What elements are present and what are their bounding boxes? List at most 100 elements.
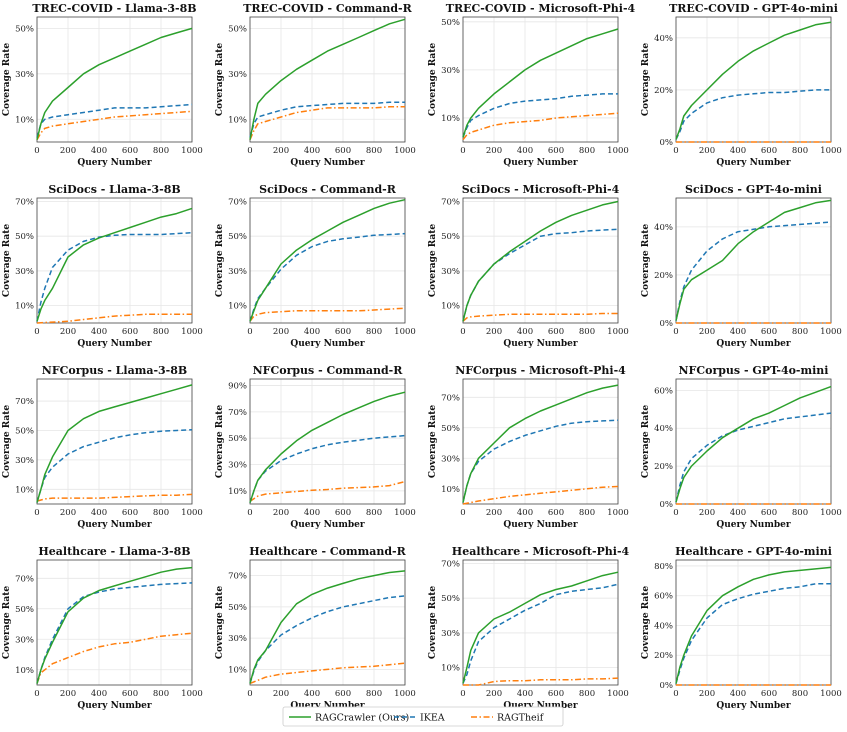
plot-frame [675,16,832,143]
y-tick-label: 10% [15,302,34,312]
x-tick-label: 400 [304,689,320,699]
y-axis-label: Coverage Rate [641,586,651,660]
subplot-14: Healthcare - Microsoft-Phi-4 0 200 400 600 80… [428,545,630,711]
y-tick-label: 10% [441,485,460,495]
x-tick-label: 400 [730,327,746,337]
series-line-ikea [462,419,619,503]
series-line-ragtheif [249,662,406,685]
subplot-11: NFCorpus - GPT-4o-mini 0 200 400 600 800 1000 0… [641,364,842,530]
plot-frame [249,559,406,686]
y-tick-label: 10% [228,115,247,125]
x-tick-label: 800 [366,327,382,337]
x-tick-label: 1000 [607,508,629,518]
x-axis-label: Query Number [77,339,152,349]
y-tick-label: 30% [15,267,34,277]
x-tick-label: 0 [247,327,252,337]
series-line-ragtheif [36,110,193,141]
y-tick-label: 50% [15,426,34,436]
plot-frame [249,16,406,143]
series-line-ragtheif [463,677,619,686]
y-axis-label: Coverage Rate [2,224,12,298]
series-line-ikea [249,101,405,138]
x-tick-label: 400 [517,146,533,156]
series-line-ragtheif [249,480,406,503]
x-axis-label: Query Number [716,701,791,711]
y-tick-label: 20% [654,651,673,661]
subplot-title: TREC-COVID - Llama-3-8B [32,2,196,15]
y-tick-label: 50% [228,232,247,242]
y-tick-label: 40% [654,34,673,44]
subplot-title: NFCorpus - Command-R [253,364,404,377]
x-tick-label: 0 [460,146,465,156]
y-tick-label: 50% [228,24,247,34]
y-tick-label: 20% [654,271,673,281]
series-line-ikea [675,221,832,321]
x-axis-label: Query Number [503,339,578,349]
subplot-title: TREC-COVID - GPT-4o-mini [669,2,838,15]
y-tick-label: 60% [654,592,673,602]
subplot-9: NFCorpus - Command-R 0 200 400 600 800 1000 10%… [215,364,416,530]
series-line-ragtheif [36,632,193,684]
plot-frame [36,16,193,143]
x-tick-label: 400 [517,508,533,518]
x-tick-label: 600 [122,508,138,518]
x-tick-label: 800 [579,327,595,337]
subplot-title: TREC-COVID - Microsoft-Phi-4 [446,2,636,15]
subplot-12: Healthcare - Llama-3-8B 0 200 400 600 800 1000… [2,545,203,711]
series-line-ragcrawler-ours [36,384,193,503]
y-axis-label: Coverage Rate [215,43,225,117]
y-axis-label: Coverage Rate [215,224,225,298]
x-tick-label: 200 [699,146,715,156]
subplot-10: NFCorpus - Microsoft-Phi-4 0 200 400 600 800 1… [428,364,629,530]
x-tick-label: 600 [548,689,564,699]
y-tick-label: 50% [15,605,34,615]
series-line-ragcrawler-ours [249,198,406,322]
series-line-ragtheif [36,313,192,324]
plot-frame [462,16,619,143]
series-line-ragtheif [462,485,619,505]
x-tick-label: 200 [273,689,289,699]
x-tick-label: 200 [486,508,502,518]
y-tick-label: 30% [15,70,34,80]
y-tick-label: 10% [441,664,460,674]
subplot-title: NFCorpus - Llama-3-8B [42,364,187,377]
y-axis-label: Coverage Rate [2,586,12,660]
y-axis-label: Coverage Rate [428,224,438,298]
x-tick-label: 800 [153,689,169,699]
plot-frame [462,197,619,324]
series-line-ikea [462,228,619,322]
x-axis-label: Query Number [716,339,791,349]
y-tick-label: 40% [654,424,673,434]
series-line-ragcrawler-ours [462,28,619,138]
y-tick-label: 30% [441,629,460,639]
x-tick-label: 0 [34,508,39,518]
x-tick-label: 0 [460,508,465,518]
series-line-ikea [249,595,406,684]
x-tick-label: 1000 [181,146,203,156]
subplot-title: SciDocs - Command-R [259,183,397,196]
x-tick-label: 200 [699,327,715,337]
y-tick-label: 30% [228,267,247,277]
x-tick-label: 0 [247,689,252,699]
y-tick-label: 10% [15,666,34,676]
y-tick-label: 50% [15,232,34,242]
x-tick-label: 1000 [820,689,842,699]
y-tick-label: 70% [228,572,247,582]
x-tick-label: 1000 [394,689,416,699]
series-line-ikea [675,583,831,684]
x-axis-label: Query Number [716,158,791,168]
y-tick-label: 10% [15,485,34,495]
y-tick-label: 30% [441,66,460,76]
x-axis-label: Query Number [290,701,365,711]
y-tick-label: 50% [228,603,247,613]
y-tick-label: 50% [15,24,34,34]
series-line-ikea [462,93,618,138]
x-tick-label: 800 [153,327,169,337]
x-tick-label: 0 [34,146,39,156]
x-tick-label: 800 [366,508,382,518]
series-line-ragtheif [462,312,618,322]
series-line-ragtheif [462,112,619,141]
y-tick-label: 70% [228,408,247,418]
x-axis-label: Query Number [716,520,791,530]
plot-frame [462,378,619,505]
